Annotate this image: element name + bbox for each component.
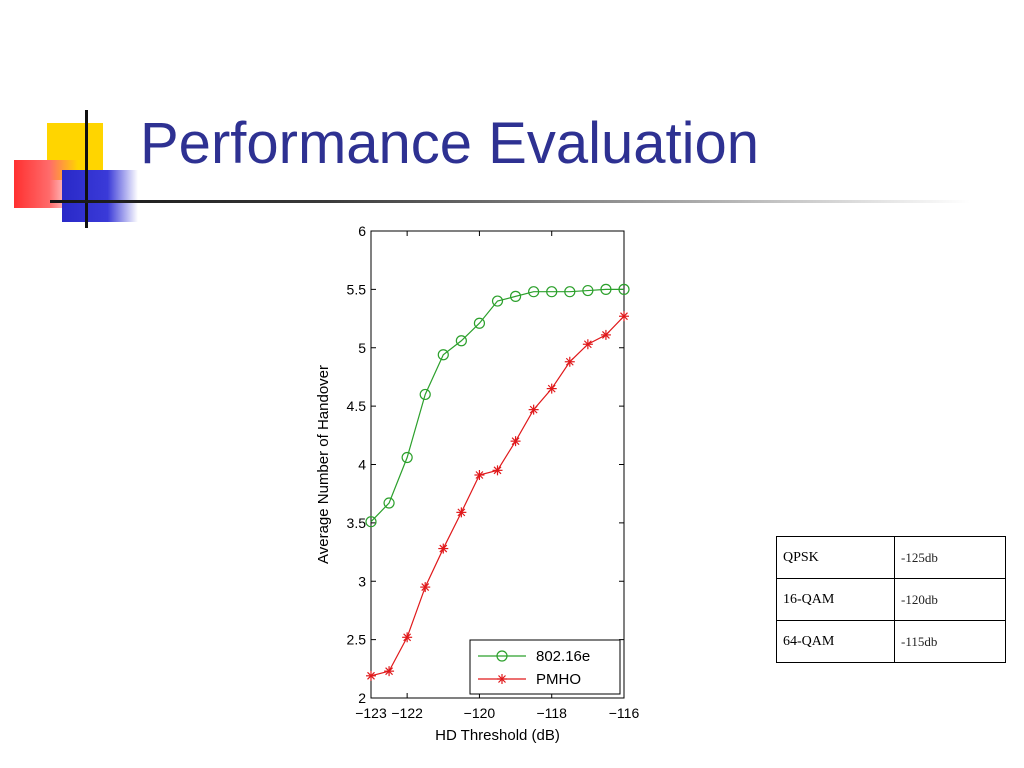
data-point [528, 404, 539, 415]
data-point [619, 311, 629, 322]
modulation-cell: 64-QAM [776, 620, 895, 663]
table-row: 16-QAM -120db [776, 578, 1006, 621]
data-point [618, 283, 630, 295]
data-point [582, 284, 594, 297]
data-point [401, 451, 413, 464]
series-line-1 [370, 315, 625, 677]
threshold-cell: -125db [894, 536, 1006, 579]
data-point [510, 436, 521, 447]
data-point [437, 349, 449, 361]
data-point [456, 507, 467, 518]
y-tick-label: 4.5 [347, 398, 367, 414]
data-point [402, 632, 413, 643]
data-point [474, 470, 485, 481]
data-point [492, 465, 503, 476]
data-point [419, 388, 431, 401]
y-tick-label: 3.5 [347, 515, 367, 531]
data-point [546, 286, 558, 298]
y-tick-label: 2.5 [347, 632, 367, 648]
data-point [383, 497, 395, 509]
data-point [491, 295, 504, 307]
data-point [366, 670, 376, 681]
legend-marker [496, 650, 508, 662]
legend-box [469, 639, 621, 695]
x-tick-label: −116 [609, 705, 640, 721]
threshold-cell: -120db [894, 578, 1006, 621]
x-axis-label: HD Threshold (dB) [435, 727, 560, 744]
handover-line-chart: 2 2.5 3 3.5 4 4.5 5 5.5 6 −123 −122 −120 −118 −116 HD … [315, 223, 640, 744]
data-point [564, 356, 575, 367]
legend-label: PMHO [536, 671, 581, 688]
decor-vertical-line [85, 110, 88, 228]
data-point [420, 582, 431, 593]
data-point [582, 339, 593, 350]
data-point [600, 283, 612, 295]
decor-blue-square [62, 170, 138, 222]
data-point [509, 290, 522, 302]
modulation-threshold-table: QPSK -125db 16-QAM -120db 64-QAM -115db [776, 536, 1006, 663]
slide-title: Performance Evaluation [140, 111, 759, 176]
threshold-cell: -115db [894, 620, 1006, 663]
y-tick-label: 5.5 [347, 281, 367, 297]
y-tick-label: 6 [358, 223, 366, 239]
data-point [365, 516, 377, 528]
modulation-cell: 16-QAM [776, 578, 895, 621]
y-tick-label: 3 [358, 573, 366, 589]
y-tick-label: 5 [358, 340, 366, 356]
legend-marker [497, 674, 507, 684]
data-point [473, 317, 486, 329]
x-tick-label: −123 [355, 705, 387, 721]
series-line-0 [370, 288, 624, 523]
x-tick-label: −122 [391, 705, 423, 721]
x-tick-label: −120 [464, 705, 496, 721]
modulation-cell: QPSK [776, 536, 895, 579]
data-point [600, 329, 611, 340]
table-row: QPSK -125db [776, 536, 1006, 579]
data-point [384, 666, 395, 677]
y-tick-label: 2 [358, 690, 366, 706]
data-point [455, 335, 467, 347]
data-point [546, 383, 557, 394]
y-tick-label: 4 [358, 457, 366, 473]
data-point [564, 286, 576, 298]
title-underline [50, 200, 970, 203]
data-point [438, 543, 449, 554]
x-tick-label: −118 [536, 705, 567, 721]
legend-label: 802.16e [536, 648, 590, 665]
table-row: 64-QAM -115db [776, 620, 1006, 663]
y-axis-label: Average Number of Handover [315, 365, 332, 564]
data-point [528, 286, 540, 298]
